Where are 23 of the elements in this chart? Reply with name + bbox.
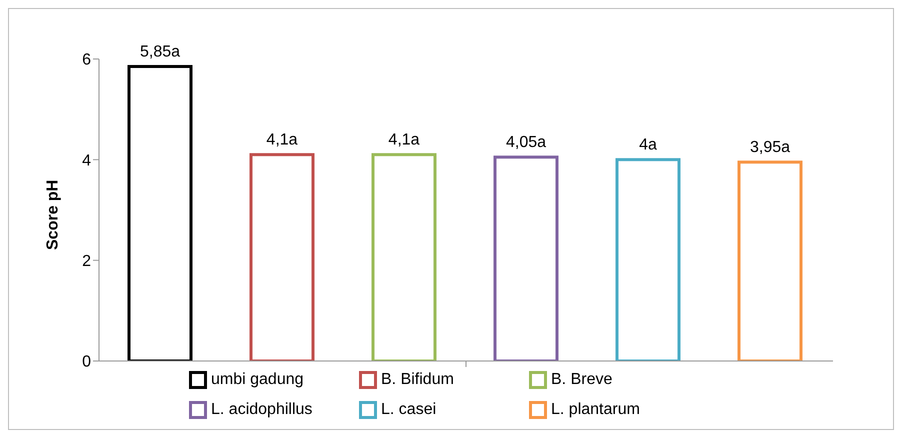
bar xyxy=(372,153,436,361)
legend-label: L. plantarum xyxy=(551,401,640,419)
bar xyxy=(616,158,680,361)
y-tick-label: 6 xyxy=(82,52,92,69)
data-label: 3,95a xyxy=(750,139,790,156)
legend-label: B. Breve xyxy=(551,371,612,389)
data-label: 4,1a xyxy=(266,132,298,149)
y-tick-label: 2 xyxy=(82,253,92,270)
data-label: 4,05a xyxy=(506,134,546,152)
bar xyxy=(250,153,314,361)
y-axis-title: Score pH xyxy=(44,180,62,250)
legend-label: L. casei xyxy=(381,401,436,419)
legend-label: umbi gadung xyxy=(211,371,304,389)
bar xyxy=(128,65,192,361)
legend-label: B. Bifidum xyxy=(381,371,454,389)
data-label: 5,85a xyxy=(140,44,180,61)
bar xyxy=(494,156,558,361)
data-label: 4,1a xyxy=(388,132,420,149)
legend-label: L. acidophillus xyxy=(211,401,312,419)
bar xyxy=(738,160,802,361)
y-tick-label: 4 xyxy=(82,152,92,170)
y-tick-label: 0 xyxy=(82,354,92,371)
data-label: 4a xyxy=(639,136,657,154)
